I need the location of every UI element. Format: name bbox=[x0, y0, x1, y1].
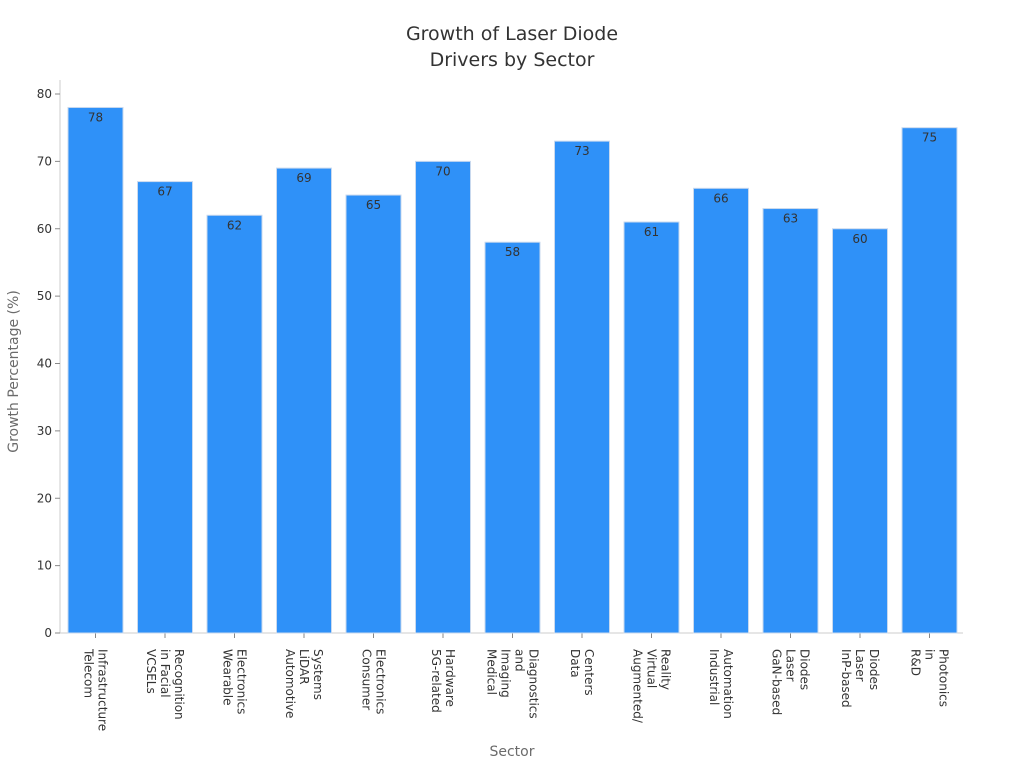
x-category-label-line: Imaging bbox=[499, 649, 513, 698]
x-category-label-line: Augmented/ bbox=[631, 649, 645, 724]
bar bbox=[345, 194, 402, 634]
x-category-label: Data Centers bbox=[568, 649, 596, 696]
x-category-label-line: Diagnostics bbox=[527, 649, 541, 719]
x-category-label-line: Wearable bbox=[221, 649, 235, 706]
x-category-label-line: R&D bbox=[909, 649, 923, 676]
x-category-label: Medical Imaging and Diagnostics bbox=[485, 649, 541, 719]
bar-value-label: 70 bbox=[435, 164, 450, 178]
x-category-label: InP-based Laser Diodes bbox=[839, 649, 881, 708]
x-category-label-line: in Facial bbox=[158, 649, 172, 698]
x-category-label-line: Infrastructure bbox=[96, 649, 110, 731]
bar-value-label: 75 bbox=[922, 131, 937, 145]
bar bbox=[554, 140, 610, 634]
x-category-label-line: Virtual bbox=[645, 649, 659, 688]
x-category-label-line: Automation bbox=[721, 649, 735, 719]
x-category-label: R&D in Photonics bbox=[909, 649, 951, 707]
x-category-label: Consumer Electronics bbox=[360, 649, 388, 714]
x-category-label: VCSELs in Facial Recognition bbox=[144, 649, 186, 720]
bar-value-label: 73 bbox=[574, 144, 589, 158]
x-category-label-line: Reality bbox=[659, 649, 673, 690]
x-category-label: Wearable Electronics bbox=[221, 649, 249, 714]
x-category-label: Automotive LiDAR Systems bbox=[283, 649, 325, 718]
x-category-label: Telecom Infrastructure bbox=[82, 648, 110, 731]
y-tick-label: 50 bbox=[37, 289, 52, 303]
bar-value-label: 66 bbox=[713, 191, 728, 205]
x-category-label-line: Industrial bbox=[707, 649, 721, 705]
x-category-label-line: Electronics bbox=[374, 649, 388, 714]
bar-value-label: 69 bbox=[296, 171, 311, 185]
x-category-label-line: Diodes bbox=[867, 649, 881, 690]
x-category-label-line: Consumer bbox=[360, 649, 374, 710]
bar bbox=[623, 221, 680, 634]
bar bbox=[67, 106, 124, 634]
chart-title-line-1: Growth of Laser Diode bbox=[406, 23, 618, 45]
x-category-label-line: Hardware bbox=[443, 649, 457, 707]
x-category-label-line: Centers bbox=[582, 649, 596, 696]
y-tick-label: 60 bbox=[37, 222, 52, 236]
data-labels: 78 67 62 69 65 70 58 73 61 66 63 60 75 bbox=[88, 110, 937, 259]
bar bbox=[484, 241, 541, 634]
x-category-label-line: InP-based bbox=[839, 649, 853, 708]
bar-value-label: 61 bbox=[644, 225, 659, 239]
y-tick-label: 30 bbox=[37, 424, 52, 438]
x-category-label: 5G-related Hardware bbox=[429, 649, 457, 713]
x-category-label-line: GaN-based bbox=[770, 649, 784, 715]
bar bbox=[276, 167, 332, 634]
bar bbox=[832, 228, 888, 634]
y-tick-label: 20 bbox=[37, 491, 52, 505]
x-category-label-line: LiDAR bbox=[297, 649, 311, 685]
bar-value-label: 62 bbox=[227, 218, 242, 232]
bar bbox=[693, 187, 749, 634]
x-category-label-line: Data bbox=[568, 649, 582, 678]
x-category-label-line: Medical bbox=[485, 649, 499, 695]
bar-value-label: 60 bbox=[852, 232, 867, 246]
x-category-label-line: Electronics bbox=[235, 649, 249, 714]
x-axis-label: Sector bbox=[489, 744, 534, 760]
x-category-label-line: Diodes bbox=[798, 649, 812, 690]
y-axis-label: Growth Percentage (%) bbox=[6, 290, 22, 453]
bar-value-label: 63 bbox=[783, 212, 798, 226]
x-category-label-line: Photonics bbox=[937, 649, 951, 707]
x-category-label-line: Laser bbox=[784, 649, 798, 682]
bar-value-label: 58 bbox=[505, 245, 520, 259]
x-category-label-line: Automotive bbox=[283, 649, 297, 718]
x-category-label-line: Laser bbox=[853, 649, 867, 682]
bar-value-label: 78 bbox=[88, 110, 103, 124]
x-category-label-line: 5G-related bbox=[429, 649, 443, 713]
bar bbox=[762, 208, 819, 634]
x-category-label: Industrial Automation bbox=[707, 649, 735, 719]
x-category-labels: Telecom Infrastructure VCSELs in Facial Reco… bbox=[82, 648, 951, 731]
x-category-label-line: in bbox=[923, 649, 937, 660]
x-category-label-line: Recognition bbox=[172, 649, 186, 720]
bar-value-label: 67 bbox=[157, 185, 172, 199]
x-category-label-line: Systems bbox=[311, 649, 325, 700]
y-tick-label: 80 bbox=[37, 87, 52, 101]
bars bbox=[67, 106, 958, 634]
chart-title-line-2: Drivers by Sector bbox=[430, 49, 595, 71]
bar-value-label: 65 bbox=[366, 198, 381, 212]
x-category-label-line: and bbox=[513, 649, 527, 672]
chart-title: Growth of Laser Diode Drivers by Sector bbox=[406, 23, 618, 71]
x-category-label-line: VCSELs bbox=[144, 649, 158, 694]
y-tick-label: 0 bbox=[44, 626, 52, 640]
y-tick-label: 40 bbox=[37, 357, 52, 371]
y-tick-label: 10 bbox=[37, 559, 52, 573]
y-tick-label: 70 bbox=[37, 154, 52, 168]
x-category-label: Augmented/Virtual Reality bbox=[631, 649, 673, 724]
bar bbox=[206, 214, 263, 634]
bar bbox=[137, 181, 193, 634]
x-category-label-line: Telecom bbox=[82, 648, 96, 698]
x-category-label: GaN-based Laser Diodes bbox=[770, 649, 812, 715]
bar bbox=[901, 127, 958, 634]
bar bbox=[415, 160, 471, 634]
